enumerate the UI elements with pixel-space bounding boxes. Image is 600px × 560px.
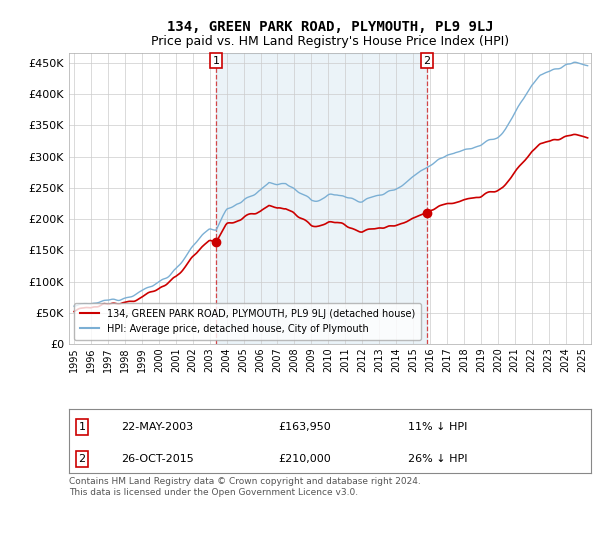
Text: 2: 2: [79, 454, 86, 464]
Text: 11% ↓ HPI: 11% ↓ HPI: [409, 422, 467, 432]
Bar: [216, 53, 427, 344]
Legend: 134, GREEN PARK ROAD, PLYMOUTH, PL9 9LJ (detached house), HPI: Average price, de: 134, GREEN PARK ROAD, PLYMOUTH, PL9 9LJ …: [74, 303, 421, 339]
Text: £210,000: £210,000: [278, 454, 331, 464]
Text: 1: 1: [212, 55, 220, 66]
Text: Contains HM Land Registry data © Crown copyright and database right 2024.
This d: Contains HM Land Registry data © Crown c…: [69, 477, 421, 497]
Text: £163,950: £163,950: [278, 422, 331, 432]
Text: 22-MAY-2003: 22-MAY-2003: [121, 422, 193, 432]
Text: Price paid vs. HM Land Registry's House Price Index (HPI): Price paid vs. HM Land Registry's House …: [151, 35, 509, 48]
Text: 134, GREEN PARK ROAD, PLYMOUTH, PL9 9LJ: 134, GREEN PARK ROAD, PLYMOUTH, PL9 9LJ: [167, 20, 493, 34]
Text: 2: 2: [424, 55, 431, 66]
Text: 26-OCT-2015: 26-OCT-2015: [121, 454, 194, 464]
Text: 1: 1: [79, 422, 86, 432]
Text: 26% ↓ HPI: 26% ↓ HPI: [409, 454, 468, 464]
